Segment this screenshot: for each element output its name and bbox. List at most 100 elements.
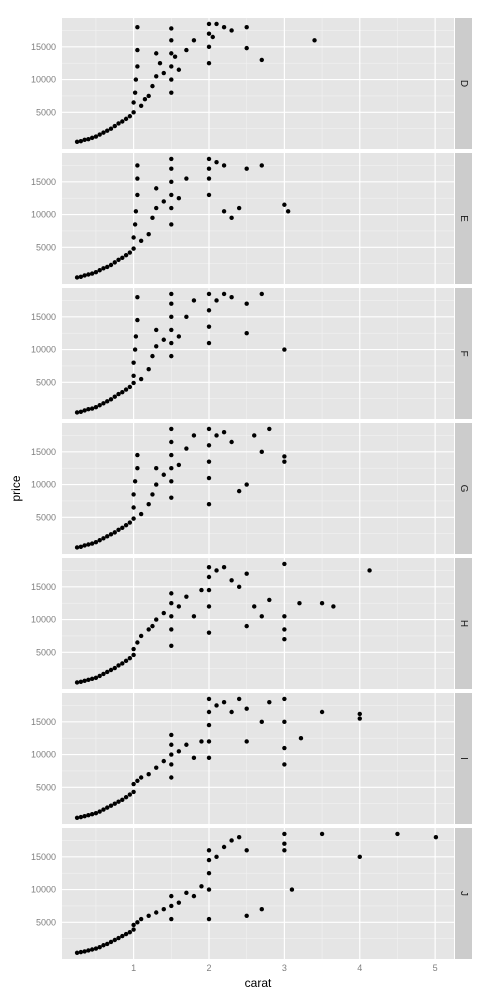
data-point bbox=[267, 426, 272, 432]
data-point bbox=[86, 406, 91, 412]
data-point bbox=[120, 255, 125, 260]
data-point bbox=[101, 671, 106, 677]
data-point bbox=[252, 604, 257, 609]
data-point bbox=[131, 373, 136, 378]
data-point bbox=[78, 544, 84, 549]
data-point bbox=[282, 719, 287, 725]
data-point bbox=[138, 775, 144, 780]
data-point bbox=[123, 658, 129, 664]
data-point bbox=[112, 260, 117, 265]
data-point bbox=[259, 57, 264, 63]
data-point bbox=[176, 462, 182, 468]
data-point bbox=[206, 848, 212, 853]
data-point bbox=[131, 927, 136, 932]
y-tick-label: 10000 bbox=[31, 885, 56, 895]
data-point bbox=[154, 51, 159, 56]
data-point bbox=[154, 910, 159, 915]
data-point bbox=[282, 347, 287, 352]
data-point bbox=[169, 627, 174, 632]
data-point bbox=[74, 950, 80, 955]
data-point bbox=[184, 594, 189, 599]
data-point bbox=[93, 675, 99, 681]
data-point bbox=[367, 568, 372, 573]
data-point bbox=[105, 805, 110, 810]
data-point bbox=[229, 838, 234, 843]
data-point bbox=[169, 762, 174, 767]
data-point bbox=[169, 26, 174, 31]
data-point bbox=[82, 813, 87, 819]
data-point bbox=[74, 545, 80, 550]
data-point bbox=[184, 314, 189, 320]
data-point bbox=[206, 857, 212, 863]
data-point bbox=[433, 834, 439, 840]
data-point bbox=[221, 24, 227, 30]
data-point bbox=[169, 166, 174, 171]
data-point bbox=[206, 739, 212, 744]
panel-background bbox=[62, 288, 454, 419]
data-point bbox=[214, 159, 219, 165]
data-point bbox=[154, 205, 159, 211]
data-point bbox=[105, 941, 110, 947]
data-point bbox=[101, 266, 106, 271]
data-point bbox=[101, 536, 106, 541]
data-point bbox=[135, 192, 140, 198]
data-point bbox=[127, 792, 133, 797]
data-point bbox=[357, 716, 362, 721]
data-point bbox=[135, 47, 140, 53]
data-point bbox=[105, 669, 110, 675]
data-point bbox=[206, 916, 212, 922]
data-point bbox=[206, 176, 212, 181]
data-point bbox=[229, 578, 234, 583]
data-point bbox=[214, 21, 219, 27]
data-point bbox=[244, 45, 249, 51]
data-point bbox=[169, 426, 174, 432]
data-point bbox=[161, 70, 166, 76]
data-point bbox=[282, 848, 287, 853]
y-tick-label: 10000 bbox=[31, 750, 56, 760]
data-point bbox=[206, 156, 212, 162]
data-point bbox=[206, 587, 212, 593]
data-point bbox=[206, 31, 212, 36]
data-point bbox=[133, 209, 139, 214]
data-point bbox=[176, 749, 182, 754]
data-point bbox=[146, 232, 151, 237]
data-point bbox=[131, 505, 136, 510]
data-point bbox=[244, 623, 249, 629]
y-tick-label: 10000 bbox=[31, 615, 56, 625]
data-point bbox=[86, 136, 91, 142]
data-point bbox=[82, 543, 87, 548]
x-tick-label: 1 bbox=[131, 963, 136, 973]
data-point bbox=[282, 459, 287, 464]
data-point bbox=[74, 410, 80, 415]
y-tick-label: 5000 bbox=[36, 512, 56, 522]
data-point bbox=[259, 719, 264, 725]
data-point bbox=[108, 397, 114, 402]
data-point bbox=[135, 294, 140, 300]
data-point bbox=[206, 44, 212, 50]
data-point bbox=[206, 60, 212, 66]
data-point bbox=[116, 257, 121, 262]
data-point bbox=[169, 222, 174, 227]
data-point bbox=[132, 479, 138, 484]
data-point bbox=[236, 584, 242, 590]
data-point bbox=[176, 334, 182, 339]
data-point bbox=[105, 399, 110, 404]
data-point bbox=[78, 409, 84, 414]
data-point bbox=[150, 623, 155, 629]
data-point bbox=[169, 643, 174, 648]
data-point bbox=[169, 64, 174, 69]
data-point bbox=[123, 387, 129, 392]
panel-background bbox=[62, 693, 454, 824]
panel-background bbox=[62, 423, 454, 554]
data-point bbox=[331, 604, 336, 609]
data-point bbox=[135, 24, 140, 30]
data-point bbox=[221, 209, 227, 214]
data-point bbox=[169, 38, 174, 43]
data-point bbox=[206, 722, 212, 728]
data-point bbox=[169, 340, 174, 346]
facet-strip-label: E bbox=[458, 215, 469, 222]
data-point bbox=[78, 679, 84, 684]
x-axis-title: carat bbox=[245, 976, 272, 990]
data-point bbox=[282, 637, 287, 642]
